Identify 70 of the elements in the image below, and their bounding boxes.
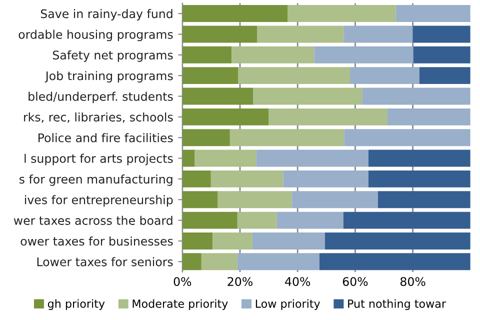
legend-label: Moderate priority xyxy=(132,299,228,310)
bar xyxy=(362,88,470,105)
y-tick-label: Lower taxes for seniors xyxy=(37,257,173,266)
bar xyxy=(182,108,269,126)
bar xyxy=(292,191,378,208)
bar xyxy=(412,26,470,43)
bar xyxy=(314,46,414,64)
y-tick-label: s for green manufacturing xyxy=(19,174,172,186)
y-tick-label: ower taxes for businesses xyxy=(20,236,173,246)
bar xyxy=(419,67,470,84)
bar xyxy=(194,150,256,167)
bar xyxy=(276,212,344,229)
bar xyxy=(232,46,314,64)
bar xyxy=(368,170,470,188)
bar xyxy=(350,67,420,84)
bar xyxy=(237,212,277,229)
bar xyxy=(182,253,202,270)
x-tick-label: 0% xyxy=(174,277,192,286)
bar xyxy=(324,232,470,250)
bar xyxy=(387,108,470,126)
bar xyxy=(230,129,344,146)
legend-label: gh priority xyxy=(48,299,105,310)
bar xyxy=(252,232,325,250)
bar xyxy=(182,232,213,250)
bar xyxy=(344,129,470,146)
y-tick-label: ives for entrepreneurship xyxy=(25,195,173,207)
bar xyxy=(283,170,368,188)
y-tick-label: bled/underperf. students xyxy=(28,92,173,104)
legend-label: Put nothing towar xyxy=(348,299,446,310)
bar xyxy=(210,170,284,188)
x-tick-label: 60% xyxy=(342,277,368,286)
y-tick-label: wer taxes across the board xyxy=(14,216,172,225)
bar xyxy=(182,170,211,188)
bar xyxy=(182,5,288,22)
y-tick-label: Job training programs xyxy=(44,71,173,83)
y-tick-label: ordable housing programs xyxy=(18,30,173,42)
bar xyxy=(182,150,195,167)
bar xyxy=(413,46,470,64)
bar xyxy=(182,88,254,105)
bar xyxy=(396,5,470,22)
bar xyxy=(182,26,258,43)
bar xyxy=(182,212,238,229)
bar xyxy=(378,191,470,208)
x-tick-label: 80% xyxy=(400,277,426,286)
bar xyxy=(253,88,362,105)
y-tick-label: Save in rainy-day fund xyxy=(40,9,172,20)
bar xyxy=(368,150,470,167)
bar xyxy=(268,108,388,126)
y-tick-label: rks, rec, libraries, schools xyxy=(24,112,173,123)
bar xyxy=(182,67,238,84)
bar xyxy=(319,253,470,270)
bar xyxy=(344,26,413,43)
bar xyxy=(182,46,232,64)
bar xyxy=(257,26,344,43)
legend-label: Low priority xyxy=(256,299,320,310)
bar xyxy=(343,212,470,229)
y-tick-label: l support for arts projects xyxy=(24,154,173,166)
x-tick-label: 40% xyxy=(285,277,310,286)
bar xyxy=(218,191,292,208)
y-tick-label: Police and fire facilities xyxy=(38,133,173,142)
bar xyxy=(288,5,396,22)
bar xyxy=(182,191,218,208)
bar xyxy=(212,232,252,250)
y-tick-label: Safety net programs xyxy=(52,50,173,62)
bar xyxy=(256,150,368,167)
x-tick-label: 20% xyxy=(228,277,252,286)
bar xyxy=(201,253,238,270)
bar xyxy=(237,253,320,270)
bar xyxy=(238,67,350,84)
bar xyxy=(182,129,230,146)
